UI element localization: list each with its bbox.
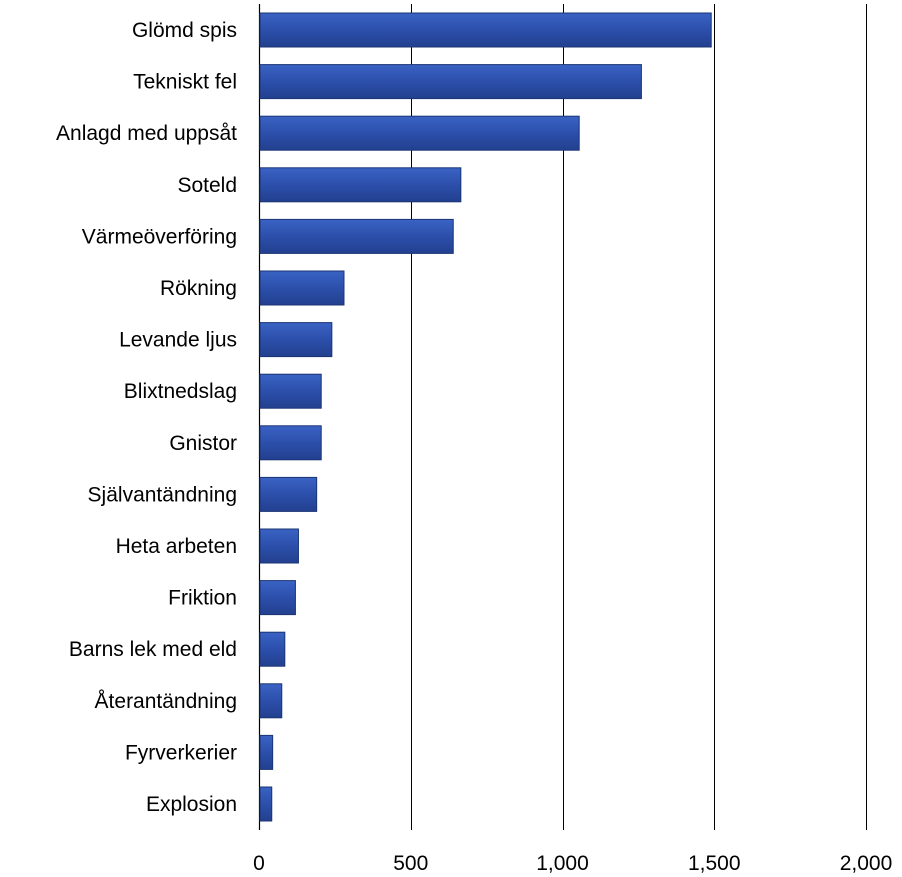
x-tick-label-1500: 1,500 bbox=[688, 852, 741, 875]
category-label-friktion: Friktion bbox=[168, 587, 237, 610]
category-label-blixtnedslag: Blixtnedslag bbox=[124, 380, 237, 403]
bar-rökning bbox=[259, 270, 345, 306]
category-label-värmeöverföring: Värmeöverföring bbox=[82, 225, 237, 248]
bar-soteld bbox=[259, 167, 462, 203]
bar-glömd-spis bbox=[259, 12, 712, 48]
x-tick-labels: 0 500 1,000 1,500 2,000 bbox=[253, 852, 892, 875]
category-label-soteld: Soteld bbox=[177, 174, 237, 197]
bar-heta-arbeten bbox=[259, 528, 299, 564]
category-label-återantändning: Återantändning bbox=[95, 690, 237, 713]
category-labels: Glömd spis Tekniskt fel Anlagd med uppsåt S… bbox=[56, 19, 237, 816]
category-label-explosion: Explosion bbox=[146, 793, 237, 816]
bar-layer bbox=[259, 12, 712, 822]
x-tick-label-2000: 2,000 bbox=[840, 852, 893, 875]
bar-fyrverkerier bbox=[259, 734, 274, 770]
x-tick-label-1000: 1,000 bbox=[536, 852, 589, 875]
bar-explosion bbox=[259, 786, 273, 822]
bar-barns-lek-med-eld bbox=[259, 631, 286, 667]
bar-friktion bbox=[259, 580, 296, 616]
category-label-glömd-spis: Glömd spis bbox=[132, 19, 237, 42]
category-label-levande-ljus: Levande ljus bbox=[119, 329, 237, 352]
x-tick-label-0: 0 bbox=[253, 852, 265, 875]
category-label-heta-arbeten: Heta arbeten bbox=[116, 535, 237, 558]
bar-gnistor bbox=[259, 425, 322, 461]
x-tick-label-500: 500 bbox=[393, 852, 428, 875]
bar-självantändning bbox=[259, 476, 318, 512]
category-label-självantändning: Självantändning bbox=[88, 483, 237, 506]
category-label-barns-lek-med-eld: Barns lek med eld bbox=[69, 638, 237, 661]
bar-levande-ljus bbox=[259, 322, 333, 358]
bar-blixtnedslag bbox=[259, 373, 322, 409]
category-label-anlagd-med-uppsåt: Anlagd med uppsåt bbox=[56, 122, 237, 145]
bar-värmeöverföring bbox=[259, 218, 454, 254]
bar-anlagd-med-uppsåt bbox=[259, 115, 580, 151]
category-label-gnistor: Gnistor bbox=[169, 432, 237, 455]
category-label-fyrverkerier: Fyrverkerier bbox=[125, 741, 237, 764]
bar-tekniskt-fel bbox=[259, 64, 642, 100]
category-label-rökning: Rökning bbox=[160, 277, 237, 300]
bar-återantändning bbox=[259, 683, 283, 719]
category-label-tekniskt-fel: Tekniskt fel bbox=[133, 71, 237, 94]
